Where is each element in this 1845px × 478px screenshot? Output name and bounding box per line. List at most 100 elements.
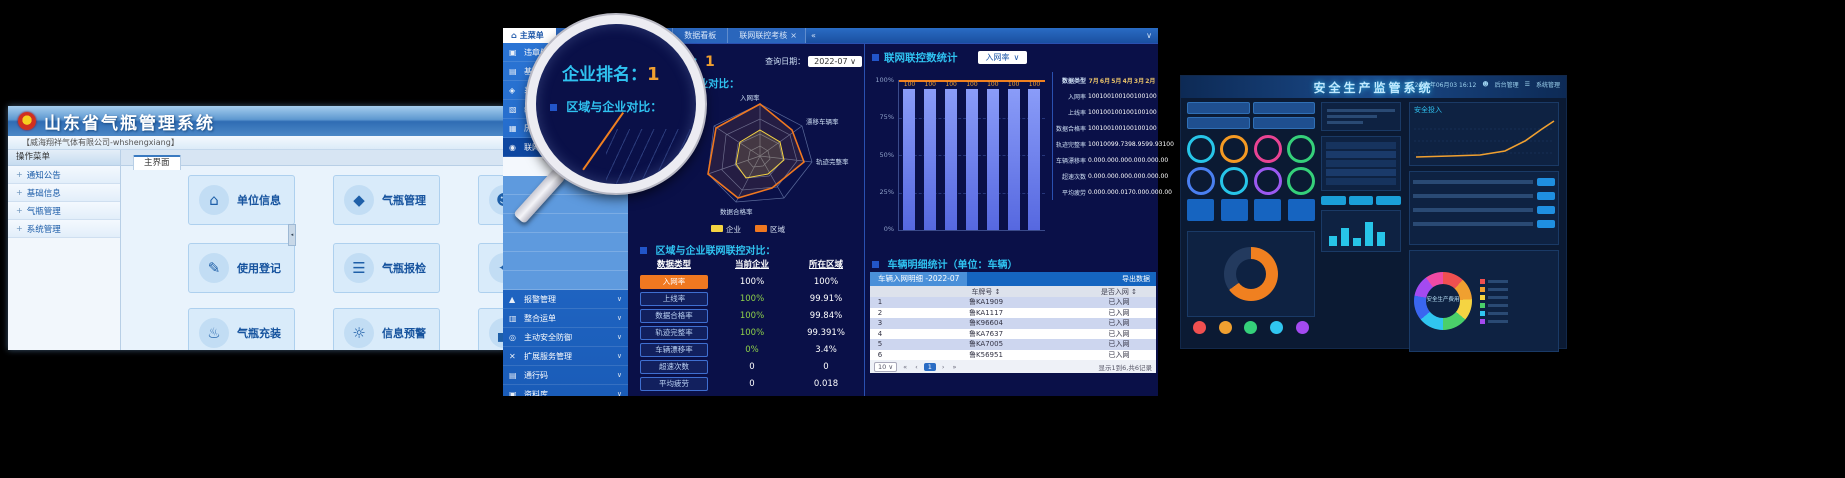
region-value: 0 [823,361,829,372]
sidebar-subitem[interactable] [503,214,628,233]
table-row[interactable]: 1 鲁KA1909 已入网 [870,297,1156,308]
sidebar-item[interactable]: + 基础信息 [8,184,120,202]
module-card-alert[interactable]: ☼ 信息预警 [333,308,440,350]
table-row[interactable]: 2 鲁KA1117 已入网 [870,308,1156,319]
stat-tile[interactable] [1254,199,1282,221]
sort-icon[interactable]: ↕ [994,287,1001,296]
view-button[interactable] [1537,178,1555,186]
sidebar-item[interactable]: ▲ 报警管理 ∨ [503,290,628,309]
expand-icon[interactable]: + [16,188,23,197]
metric-pill-button[interactable]: 数据合格率 [640,308,708,323]
sidebar-item[interactable]: ◎ 主动安全防御 ∨ [503,328,628,347]
table-row: 入网率 100 100 100 100 100 100 [1067,92,1157,101]
app-dot-icon[interactable] [1270,321,1284,334]
expand-icon[interactable]: + [16,170,23,179]
admin-link[interactable]: 系统管理 [1535,82,1560,89]
region-value: 99.91% [809,293,843,304]
sidebar-subitem[interactable] [503,233,628,252]
app-dot-icon[interactable] [1193,321,1207,334]
table-row[interactable]: 4 鲁KA7637 已入网 [870,329,1156,340]
export-button[interactable]: 导出数据 [1122,275,1150,283]
metric-pill-button[interactable]: 入网率 [640,274,708,289]
first-page-button[interactable]: « [903,362,908,371]
menu-icon: ▦ [509,123,517,133]
action-pill[interactable] [1321,196,1346,205]
last-page-button[interactable]: » [952,362,957,371]
compare-rows: 入网率 100% 100% 上线率 100% 99.91% 数据合格率 100%… [634,273,862,392]
top-tab[interactable]: 联网联控考核 × [728,28,806,43]
page-size-select[interactable]: 10 ∨ [874,361,898,372]
expand-icon[interactable]: + [16,224,23,233]
module-card-partial[interactable]: ☻ [478,175,505,225]
plate-column-header[interactable]: 车牌号 ↕ [971,287,1001,296]
sidebar-item[interactable]: ▤ 通行码 ∨ [503,366,628,385]
top-tab[interactable]: ⌂ 主菜单 [503,28,556,43]
action-pill[interactable] [1376,196,1402,205]
metric-pill-button[interactable]: 超速次数 [640,359,708,374]
metric-pill-button[interactable]: 车辆漂移率 [640,342,708,357]
app-dot-icon[interactable] [1295,321,1309,334]
stat-tile[interactable] [1187,199,1214,221]
sidebar-item[interactable]: + 气瓶管理 [8,202,120,220]
collapse-tabs-icon[interactable]: « [811,31,816,40]
prev-page-button[interactable]: ‹ [915,362,918,371]
sidebar-item[interactable]: ✕ 扩展服务管理 ∨ [503,347,628,366]
top-tab[interactable]: 数据看板 [673,28,729,43]
chevron-down-icon[interactable]: ∨ [1146,31,1152,40]
metric-pill-button[interactable]: 上线率 [640,291,708,306]
status-column-header[interactable]: 是否入网 ↕ [1100,287,1138,296]
radar-axis-label: 漂移车辆率 [806,118,839,126]
module-card-usage-register[interactable]: ✎ 使用登记 [188,243,295,293]
user-name[interactable]: 后台管理 [1494,82,1519,89]
sort-icon[interactable]: ↕ [1131,287,1138,296]
metric-pill-button[interactable]: 平均疲劳 [640,376,708,391]
module-card-filling[interactable]: ♨ 气瓶充装 [188,308,295,350]
metric-pill-button[interactable]: 轨迹完整率 [640,325,708,340]
mini-panel [1321,102,1401,131]
table-row[interactable]: 5 鲁KA7005 已入网 [870,339,1156,350]
list-item[interactable] [1413,189,1555,203]
sidebar-subitem[interactable] [503,252,628,271]
stat-tile[interactable] [1220,199,1248,221]
sidebar-item[interactable]: + 通知公告 [8,166,120,184]
vehicle-detail-tab[interactable]: 车辆入网明细 -2022-07 [870,272,968,286]
menu-pill[interactable] [1187,102,1250,114]
menu-icon: ▣ [509,389,517,397]
module-card-unit-info[interactable]: ⌂ 单位信息 [188,175,295,225]
panel-splitter-handle[interactable]: ◂ [288,224,296,246]
next-page-button[interactable]: › [941,362,945,371]
menu-pill[interactable] [1187,117,1250,129]
close-icon[interactable]: × [790,31,797,40]
menu-pill[interactable] [1252,117,1315,129]
vehicle-table: 车牌号 ↕ 是否入网 ↕ 1 鲁KA1909 已入网 2 [870,286,1156,360]
tab-main[interactable]: 主界面 [133,155,181,170]
action-pill[interactable] [1348,196,1374,205]
sidebar-item-label: 整合运单 [524,313,556,323]
sidebar-subitem[interactable] [503,271,628,290]
module-card-inspection[interactable]: ☰ 气瓶报检 [333,243,440,293]
company-value: 0 [749,378,755,389]
expand-icon[interactable]: + [16,206,23,215]
module-card-partial[interactable]: ▟ [478,308,505,350]
sidebar-item[interactable]: ▥ 整合运单 ∨ [503,309,628,328]
sidebar-item[interactable]: ▣ 资料库 ∨ [503,385,628,397]
menu-pill[interactable] [1252,102,1315,114]
sidebar-item[interactable]: + 系统管理 [8,220,120,238]
metric-select[interactable]: 入网率 ∨ [977,51,1028,64]
app-dot-icon[interactable] [1218,321,1232,334]
list-item[interactable] [1413,203,1555,217]
table-row[interactable]: 6 鲁K56951 已入网 [870,350,1156,361]
stat-tile[interactable] [1287,199,1315,221]
module-card-cylinder-mgmt[interactable]: ◆ 气瓶管理 [333,175,440,225]
list-item[interactable] [1413,175,1555,189]
company-bar: 【威海翔祥气体有限公司-whshengxiang】 [8,136,505,150]
module-card-partial[interactable]: ✦ [478,243,505,293]
current-page[interactable]: 1 [923,362,936,371]
app-dot-icon[interactable] [1244,321,1258,334]
list-item[interactable] [1413,217,1555,231]
view-button[interactable] [1537,192,1555,200]
view-button[interactable] [1537,206,1555,214]
view-button[interactable] [1537,220,1555,228]
table-row[interactable]: 3 鲁K96604 已入网 [870,318,1156,329]
query-date-select[interactable]: 2022-07 ∨ [808,56,862,67]
